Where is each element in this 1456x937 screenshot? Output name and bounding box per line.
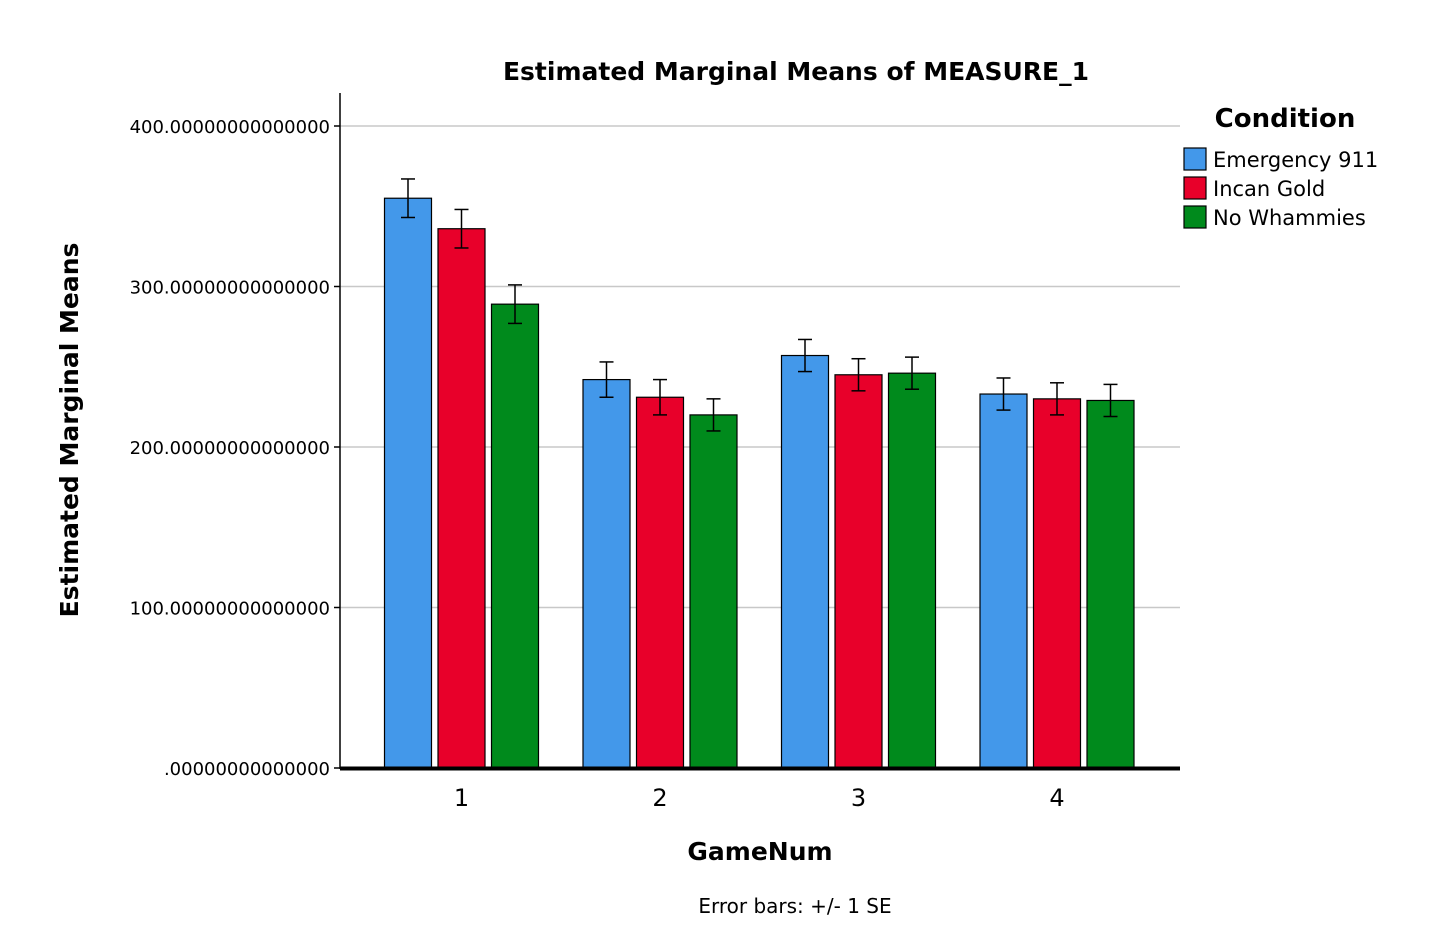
x-tick-label: 3	[851, 784, 866, 812]
y-tick-label: 100.00000000000000	[130, 599, 330, 620]
legend-swatch	[1183, 147, 1207, 171]
bar	[582, 378, 631, 769]
legend: Condition Emergency 911 Incan Gold No Wham…	[1183, 104, 1378, 230]
error-bars-note: Error bars: +/- 1 SE	[698, 894, 891, 918]
bars	[383, 197, 1135, 769]
x-tick-label: 2	[652, 784, 667, 812]
y-tick-label: .00000000000000	[164, 759, 330, 780]
bar	[1086, 399, 1135, 769]
legend-title: Condition	[1215, 104, 1356, 134]
bar	[689, 414, 738, 769]
x-tick-label: 4	[1049, 784, 1064, 812]
legend-items: Emergency 911 Incan Gold No Whammies	[1183, 147, 1378, 230]
bar	[437, 228, 486, 769]
bar	[834, 374, 883, 769]
legend-label: Emergency 911	[1213, 148, 1378, 172]
chart-title: Estimated Marginal Means of MEASURE_1	[503, 57, 1089, 86]
legend-label: No Whammies	[1213, 206, 1366, 230]
y-tick-label: 400.00000000000000	[130, 117, 330, 138]
legend-swatch	[1183, 176, 1207, 200]
bar	[383, 197, 433, 769]
y-tick-label: 200.00000000000000	[130, 438, 330, 459]
y-tick-labels: .00000000000000 100.00000000000000 200.000…	[130, 117, 340, 780]
error-bars	[401, 178, 1118, 432]
bar	[979, 393, 1028, 769]
bar	[780, 354, 830, 769]
bar	[635, 396, 685, 769]
legend-label: Incan Gold	[1213, 177, 1325, 201]
bar	[1032, 398, 1082, 769]
y-axis-title: Estimated Marginal Means	[55, 243, 84, 618]
bar	[490, 303, 540, 769]
x-axis-title: GameNum	[687, 837, 832, 866]
legend-swatch	[1183, 205, 1207, 229]
y-tick-label: 300.00000000000000	[130, 278, 330, 299]
x-tick-labels: 1 2 3 4	[454, 784, 1065, 812]
x-tick-label: 1	[454, 784, 469, 812]
bar	[887, 372, 937, 769]
